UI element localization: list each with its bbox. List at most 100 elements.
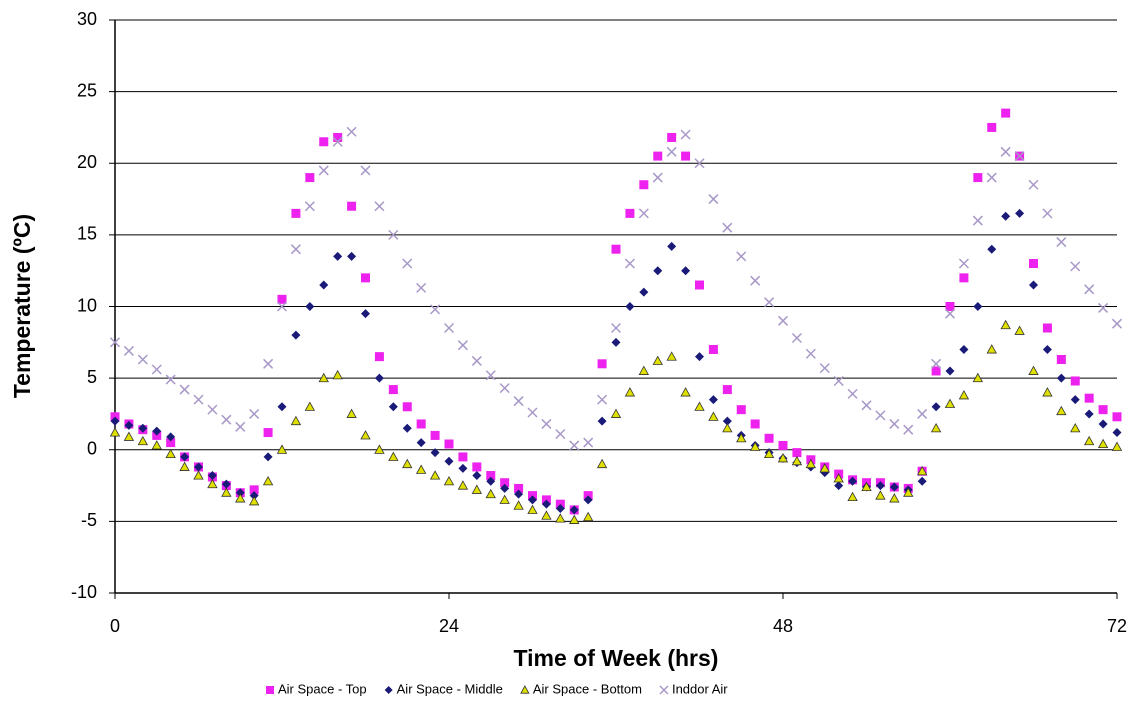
- data-point: [429, 470, 441, 480]
- data-point: [847, 491, 858, 502]
- data-point: [527, 504, 538, 514]
- data-point: [945, 366, 955, 376]
- data-point: [1084, 409, 1094, 419]
- data-point: [290, 244, 301, 255]
- data-point: [819, 363, 830, 374]
- data-point: [1070, 261, 1081, 272]
- data-point: [290, 415, 302, 426]
- data-point: [763, 448, 775, 459]
- data-point: [332, 369, 343, 380]
- data-point: [848, 476, 858, 486]
- data-point: [416, 282, 427, 293]
- data-point: [374, 444, 385, 454]
- data-point: [778, 440, 788, 450]
- data-point: [652, 355, 663, 365]
- data-point: [179, 384, 190, 395]
- data-point: [625, 208, 635, 218]
- data-point: [944, 398, 956, 408]
- y-tick-label: -5: [81, 510, 97, 530]
- data-point: [388, 451, 399, 461]
- data-point: [416, 419, 426, 429]
- data-point: [736, 251, 747, 262]
- data-point: [166, 438, 176, 448]
- data-point: [1029, 259, 1038, 269]
- data-point: [958, 258, 969, 269]
- data-point: [262, 475, 274, 486]
- data-point: [249, 485, 259, 495]
- data-point: [276, 301, 288, 312]
- data-point: [514, 489, 524, 499]
- data-point: [1000, 319, 1011, 330]
- data-point: [931, 366, 941, 376]
- data-point: [847, 388, 858, 399]
- data-point: [1112, 412, 1122, 422]
- data-point: [1056, 373, 1066, 383]
- data-point: [889, 482, 899, 492]
- data-point: [930, 422, 942, 433]
- data-point: [514, 483, 524, 493]
- data-point: [611, 337, 621, 347]
- data-point: [638, 365, 650, 375]
- data-point: [903, 487, 914, 497]
- data-point: [834, 481, 844, 491]
- data-point: [875, 481, 885, 491]
- data-point: [611, 244, 621, 254]
- data-point: [221, 479, 231, 489]
- data-point: [610, 322, 622, 334]
- data-point: [179, 461, 190, 471]
- data-point: [318, 165, 329, 176]
- data-point: [444, 456, 454, 466]
- x-axis-title: Time of Week (hrs): [514, 645, 719, 671]
- data-point: [458, 463, 468, 473]
- data-point: [1056, 355, 1066, 365]
- data-point: [987, 244, 997, 254]
- data-point: [124, 420, 134, 430]
- data-point: [596, 458, 608, 469]
- data-point: [958, 389, 970, 400]
- data-point: [528, 495, 537, 505]
- data-point: [764, 297, 775, 308]
- data-point: [638, 208, 649, 219]
- data-point: [1001, 211, 1011, 221]
- data-point: [151, 364, 162, 375]
- data-point: [973, 302, 983, 311]
- data-point: [1084, 284, 1095, 295]
- data-point: [207, 471, 217, 481]
- data-point: [791, 455, 803, 466]
- legend-label: Air Space - Top: [278, 681, 367, 696]
- data-point: [443, 322, 455, 334]
- data-point: [708, 344, 718, 354]
- data-point: [500, 483, 510, 493]
- data-point: [750, 419, 760, 429]
- data-point: [792, 448, 802, 458]
- data-point: [666, 351, 677, 361]
- data-point: [123, 431, 135, 441]
- y-tick-label: 20: [77, 152, 97, 172]
- data-point: [513, 500, 524, 510]
- data-point: [291, 208, 301, 218]
- data-point: [486, 471, 496, 481]
- data-point: [1042, 387, 1053, 397]
- data-point: [652, 172, 663, 183]
- data-point: [152, 426, 162, 436]
- data-point: [917, 408, 928, 419]
- data-point: [791, 332, 802, 344]
- x-tick-label: 72: [1107, 616, 1127, 636]
- data-point: [347, 201, 357, 211]
- data-point: [263, 452, 273, 462]
- data-point: [527, 407, 538, 418]
- data-point: [583, 437, 594, 448]
- data-point: [374, 373, 384, 383]
- data-point: [722, 422, 733, 433]
- x-tick-label: 48: [773, 616, 793, 636]
- data-point: [235, 493, 246, 503]
- data-point: [472, 471, 482, 481]
- data-point: [639, 287, 649, 297]
- data-point: [819, 463, 830, 473]
- data-point: [625, 302, 635, 311]
- data-point: [1028, 365, 1039, 375]
- x-tick-label: 24: [439, 616, 459, 636]
- data-point: [889, 418, 900, 429]
- data-point: [388, 229, 399, 240]
